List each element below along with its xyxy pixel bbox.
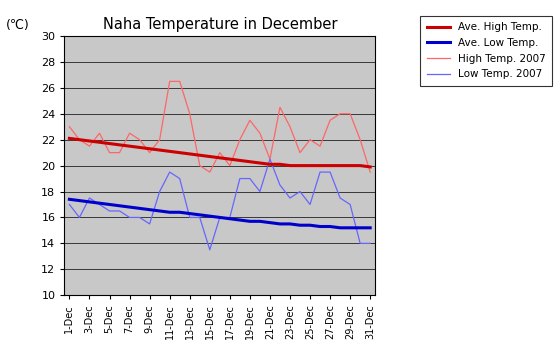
Title: Naha Temperature in December: Naha Temperature in December [102, 17, 337, 32]
Legend: Ave. High Temp., Ave. Low Temp., High Temp. 2007, Low Temp. 2007: Ave. High Temp., Ave. Low Temp., High Te… [421, 16, 552, 86]
Text: (℃): (℃) [6, 19, 29, 32]
